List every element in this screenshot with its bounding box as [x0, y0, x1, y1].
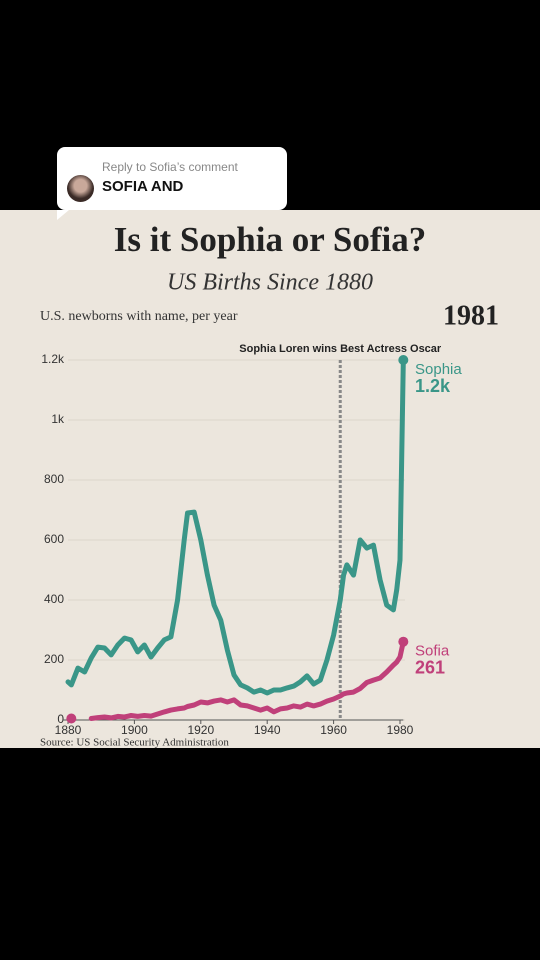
x-tick-label: 1940 — [254, 723, 281, 737]
x-tick-label: 1920 — [187, 723, 214, 737]
annotation-text: Sophia Loren wins Best Actress Oscar — [239, 343, 442, 355]
legend-name: Sophia — [415, 361, 462, 378]
chart: Is it Sophia or Sofia? US Births Since 1… — [0, 210, 540, 748]
end-label: 1.2k — [415, 376, 451, 396]
x-tick-label: 1900 — [121, 723, 148, 737]
series-line — [65, 357, 406, 696]
legend-name: Sofia — [415, 643, 450, 660]
x-tick-label: 1980 — [387, 723, 414, 737]
chart-title: Is it Sophia or Sofia? — [114, 220, 427, 259]
y-tick-label: 0 — [57, 712, 64, 726]
end-dot — [398, 636, 409, 647]
y-tick-label: 800 — [44, 472, 64, 486]
reply-comment: SOFIA AND — [102, 178, 184, 195]
reply-heading: Reply to Sofia’s comment — [102, 160, 238, 174]
end-dot — [398, 355, 409, 365]
avatar — [67, 175, 94, 202]
series-line — [88, 639, 406, 721]
x-tick-label: 1880 — [55, 723, 82, 737]
y-axis-label: U.S. newborns with name, per year — [40, 309, 238, 324]
end-label: 261 — [415, 657, 445, 677]
end-dot — [66, 713, 77, 724]
reply-bubble[interactable]: Reply to Sofia’s comment SOFIA AND — [57, 147, 287, 220]
y-tick-label: 400 — [44, 592, 64, 606]
y-tick-label: 1k — [51, 412, 65, 426]
y-tick-label: 200 — [44, 652, 64, 666]
chart-subtitle: US Births Since 1880 — [167, 270, 373, 296]
x-tick-label: 1960 — [320, 723, 347, 737]
y-tick-label: 1.2k — [41, 352, 65, 366]
current-year: 1981 — [443, 300, 499, 331]
y-tick-label: 600 — [44, 532, 64, 546]
source: Source: US Social Security Administratio… — [40, 737, 229, 748]
